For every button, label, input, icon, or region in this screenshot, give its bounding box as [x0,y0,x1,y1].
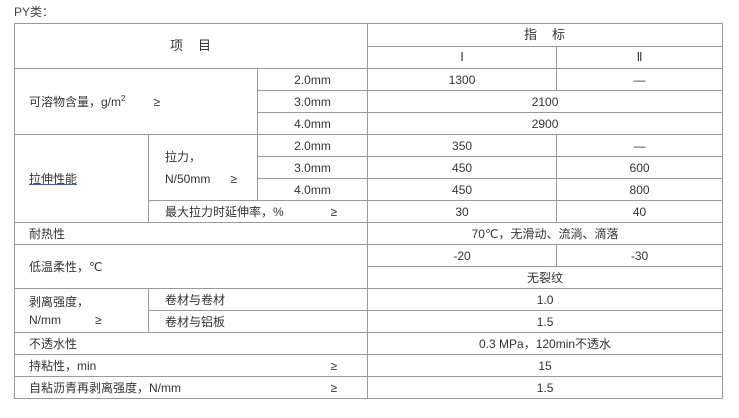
peel-sub-2: 卷材与铝板 [147,310,369,333]
value-grade-2: 40 [556,200,724,223]
thickness: 4.0mm [256,112,369,135]
value-grade-2: — [556,68,724,91]
peel-label: 剥离强度， N/mm ≥ [14,288,149,333]
table-row: 可溶物含量，g/m2 ≥ 2.0mm 1300 — [14,68,724,135]
value-grade-2: -30 [556,244,724,267]
table-row: 持粘性，min ≥ 15 [13,354,724,377]
table-row: 自粘沥青再剥离强度，N/mm ≥ 1.5 [13,376,724,399]
table-row: 低温柔性，℃ -20 -30 [13,244,724,289]
thickness: 3.0mm [256,156,369,179]
value: 2100 [367,90,724,113]
value: 1.0 [367,288,724,311]
repeel-label: 自粘沥青再剥离强度，N/mm ≥ [13,376,369,399]
heat-label: 耐热性 [13,222,369,245]
value: 15 [367,354,724,377]
value-grade-1: 1300 [367,68,558,91]
peel-sub-1: 卷材与卷材 [147,288,369,311]
table-row: 不透水性 0.3 MPa，120min不透水 [13,332,724,355]
value-grade-1: 350 [367,134,558,157]
value-grade-2: — [556,134,724,157]
thickness: 4.0mm [256,178,369,201]
table-row: 3.0mm 450 600 [15,156,724,179]
header-grade-2: Ⅱ [556,45,724,69]
value-grade-1: 450 [367,178,558,201]
hold-label: 持粘性，min ≥ [13,354,369,377]
value: 1.5 [367,310,724,333]
table-row: 耐热性 70℃，无滑动、流淌、滴落 [13,222,724,245]
value: 0.3 MPa，120min不透水 [367,332,724,355]
table-row: 剥离强度， N/mm ≥ 卷材与卷材 1.0 [14,288,724,333]
value-grade-1: -20 [367,244,558,267]
value-grade-1: 30 [367,200,558,223]
value-grade-2: 600 [556,156,724,179]
table-caption: PY类： [14,5,55,19]
value-grade-1: 450 [367,156,558,179]
value: 2900 [367,112,724,135]
header-index: 指 标 [367,23,724,47]
table-row: 拉伸性能 拉力， N/50mm ≥ 2.0mm 350 — [14,134,724,223]
table-row: 最大拉力时延伸率，% ≥ 30 40 [15,200,724,223]
table-row: 卷材与铝板 1.5 [15,310,724,333]
elongation-label: 最大拉力时延伸率，% ≥ [147,200,369,223]
value: 无裂纹 [367,266,724,289]
thickness: 3.0mm [256,90,369,113]
tensile-label[interactable]: 拉伸性能 [14,134,149,223]
cold-label: 低温柔性，℃ [13,244,369,289]
soluble-label: 可溶物含量，g/m2 ≥ [14,68,258,135]
table-row: 3.0mm 2100 [15,90,724,113]
tensile-force-label: 拉力， N/50mm ≥ [148,134,258,201]
header-item: 项 目 [13,23,369,69]
water-label: 不透水性 [13,332,369,355]
header-grade-1: Ⅰ [367,45,558,69]
value-grade-2: 800 [556,178,724,201]
thickness: 2.0mm [256,68,369,91]
header-row: 项 目 指 标 [13,23,724,69]
spec-table: 项 目 指 标 Ⅰ Ⅱ 可溶物含量，g/m2 ≥ 2.0mm 1300 — 3.0… [13,23,724,399]
thickness: 2.0mm [256,134,369,157]
value: 1.5 [367,376,724,399]
value: 70℃，无滑动、流淌、滴落 [367,222,724,245]
